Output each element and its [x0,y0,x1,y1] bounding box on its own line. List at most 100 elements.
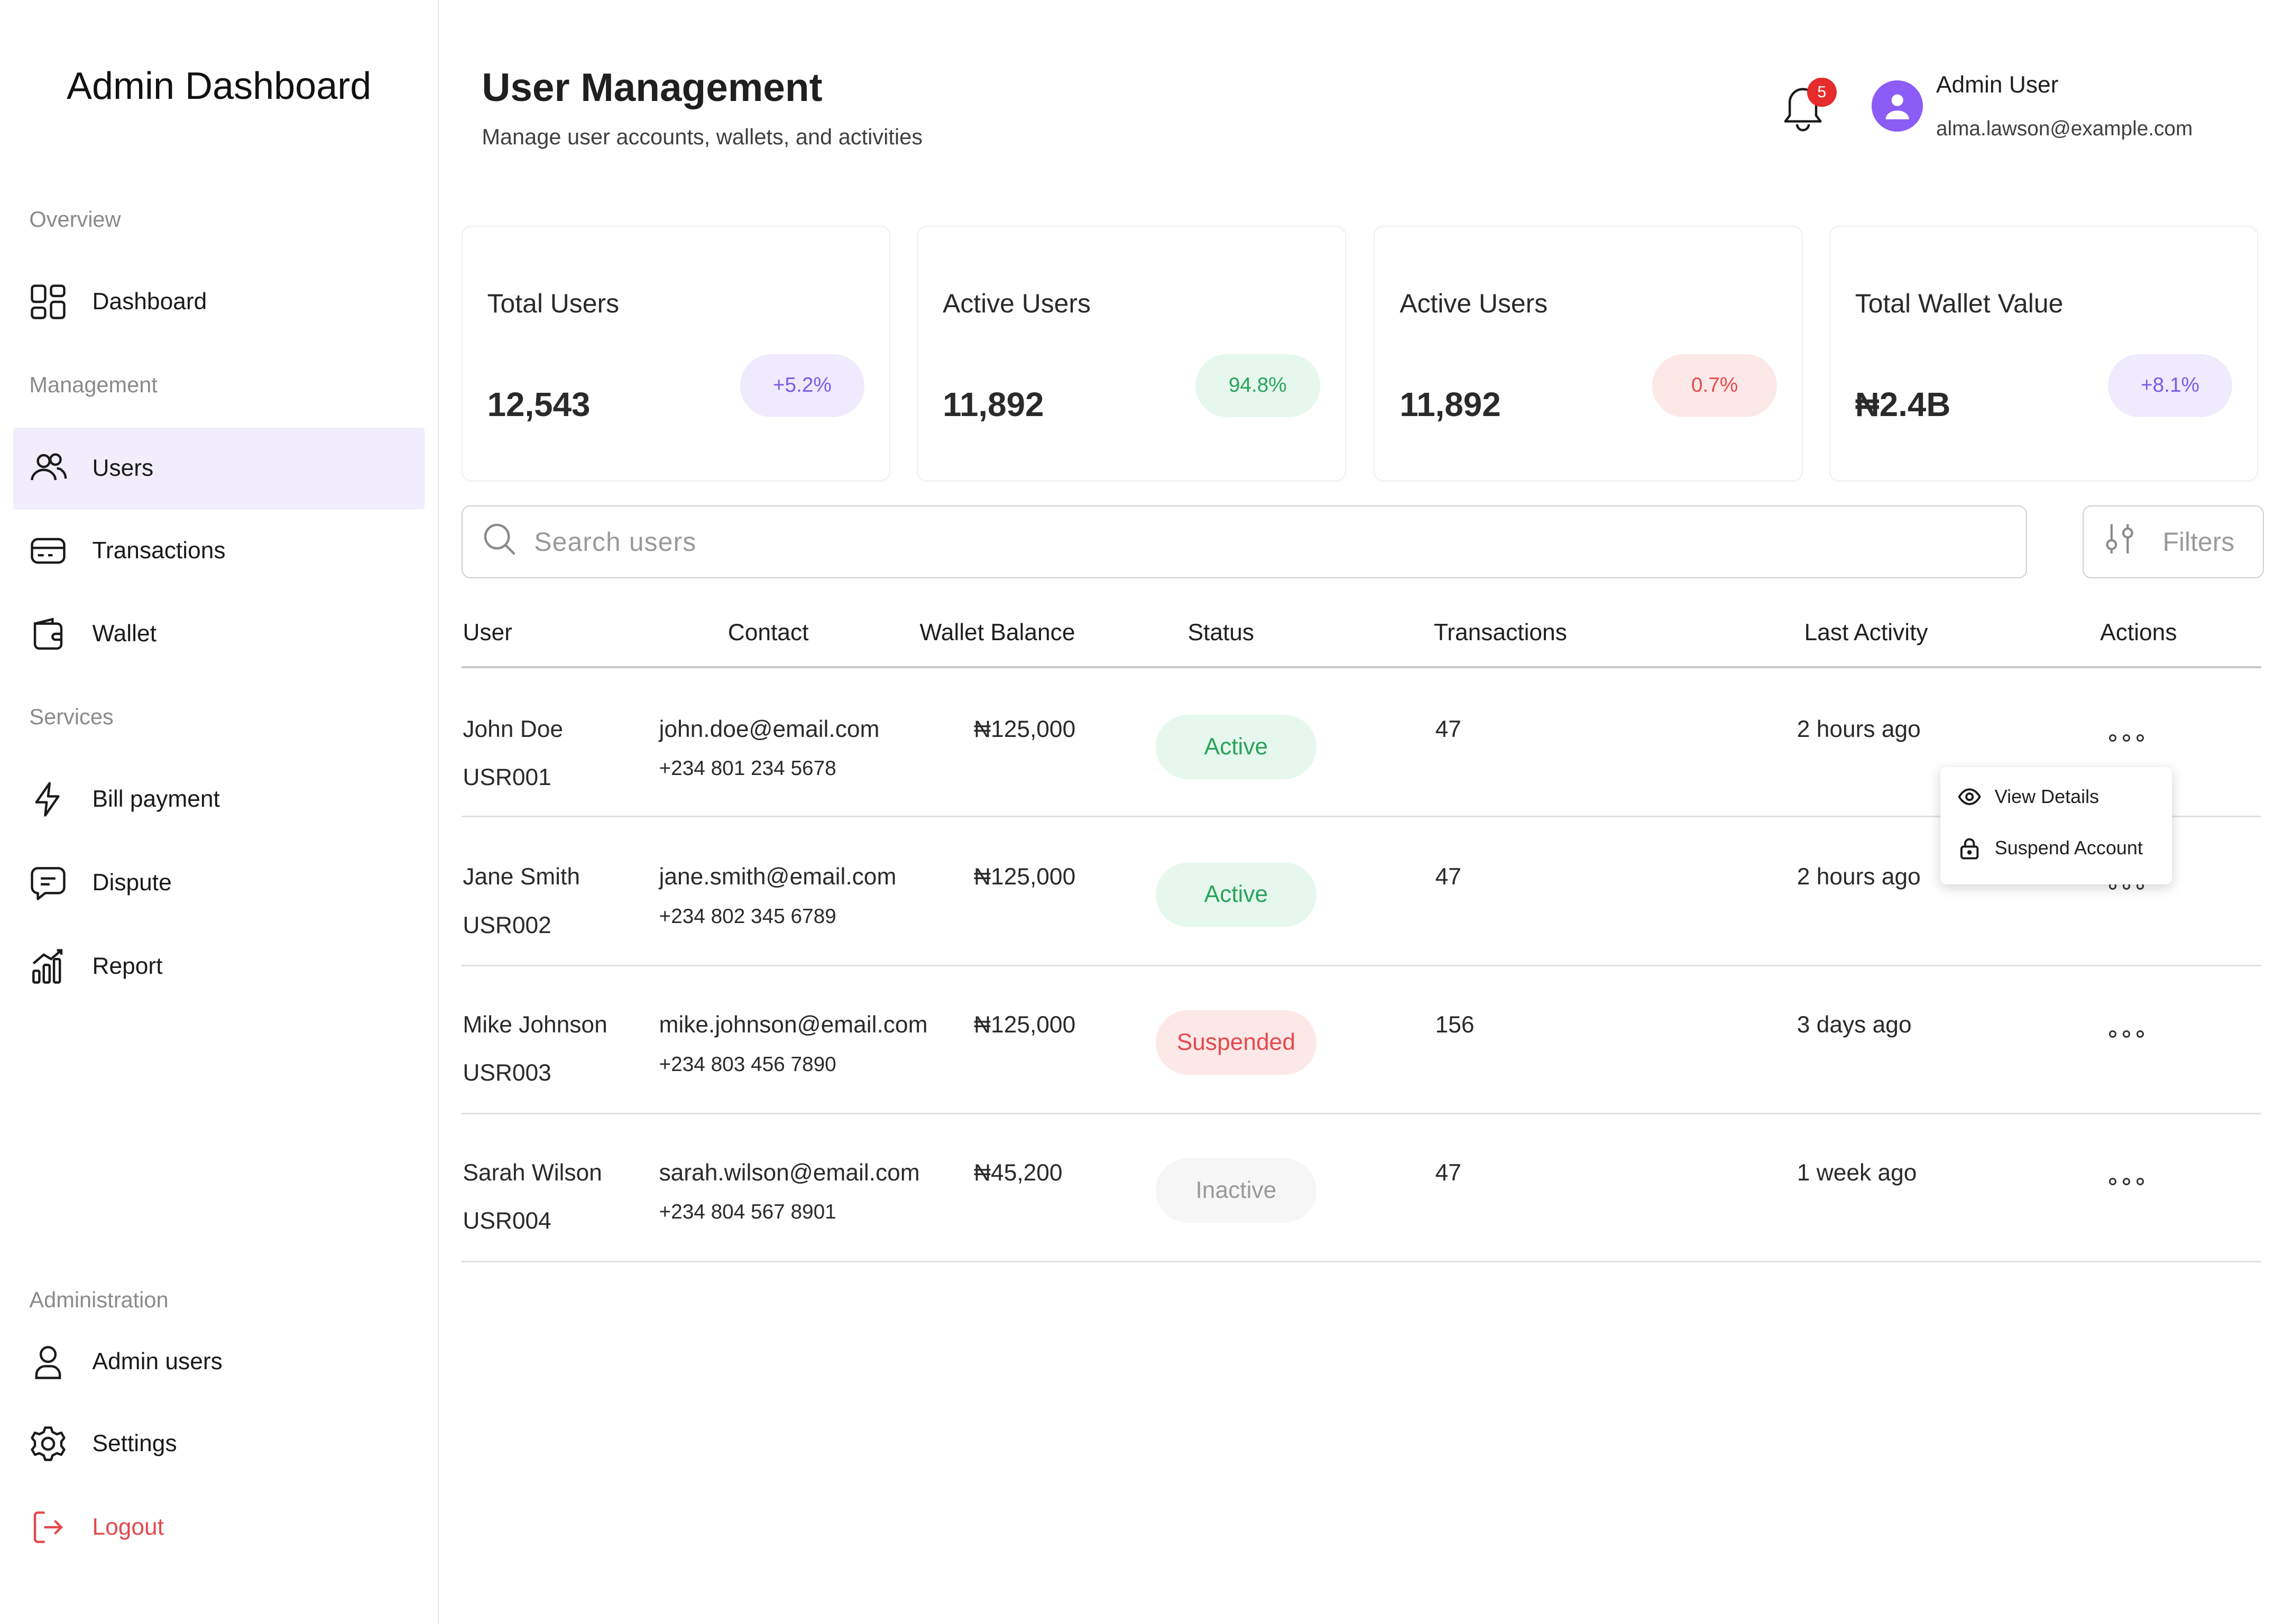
chat-icon [29,864,67,902]
sidebar-item-wallet[interactable]: Wallet [13,593,425,675]
filters-button[interactable]: Filters [2082,505,2264,579]
sidebar-item-label: Wallet [92,621,156,647]
sidebar-item-label: Settings [92,1431,177,1457]
sidebar-item-report[interactable]: Report [13,926,425,1008]
lightning-icon [29,780,67,818]
section-management: Management [29,372,158,397]
users-icon [29,449,67,487]
status-badge: Inactive [1155,1158,1317,1223]
status-badge: Suspended [1155,1010,1317,1075]
more-actions-button[interactable] [2108,1175,2144,1189]
row-divider [461,965,2261,967]
search-icon [482,521,517,562]
wallet-balance: ₦45,200 [974,1159,1063,1186]
column-header-transactions: Transactions [1433,619,1567,645]
user-name: Mike Johnson [463,1012,607,1038]
lock-icon [1958,836,1981,860]
sidebar: Admin Dashboard Overview Dashboard Manag… [0,0,439,1624]
sidebar-item-label: Transactions [92,537,226,564]
row-divider [461,815,2261,817]
logout-icon [29,1508,67,1546]
sliders-icon [2104,521,2136,562]
section-services: Services [29,704,114,730]
stat-change-badge: +8.1% [2107,354,2233,417]
sidebar-item-dispute[interactable]: Dispute [13,842,425,924]
sidebar-item-dashboard[interactable]: Dashboard [13,261,425,343]
suspend-account-label: Suspend Account [1994,836,2143,859]
stat-card-total-users: Total Users 12,543 +5.2% [461,225,891,482]
stat-title: Total Users [487,288,619,318]
sidebar-item-logout[interactable]: Logout [13,1487,425,1568]
column-header-last-activity: Last Activity [1804,619,1928,645]
sidebar-item-transactions[interactable]: Transactions [13,510,425,592]
last-activity: 3 days ago [1797,1012,1912,1038]
notifications-button[interactable]: 5 [1778,77,1837,133]
user-name: Sarah Wilson [463,1159,602,1186]
search-placeholder: Search users [534,527,697,557]
row-actions-menu: View Details Suspend Account [1940,767,2172,885]
section-overview: Overview [29,206,121,232]
stat-change-badge: +5.2% [740,354,865,417]
wallet-icon [29,615,67,653]
stat-change-badge: 94.8% [1195,354,1320,417]
user-id: USR001 [463,764,551,790]
user-name: Jane Smith [463,864,580,890]
column-header-contact: Contact [727,619,809,645]
sidebar-item-users[interactable]: Users [13,427,425,510]
gear-icon [29,1425,67,1463]
transaction-count: 47 [1435,716,1461,742]
more-actions-button[interactable] [2108,731,2144,745]
search-input[interactable]: Search users [461,505,2027,579]
last-activity: 2 hours ago [1797,864,1921,890]
person-icon [29,1343,67,1381]
view-details-menu-item[interactable]: View Details [1958,785,2099,808]
user-email: sarah.wilson@email.com [659,1159,920,1186]
sidebar-item-label: Bill payment [92,786,220,813]
sidebar-item-label: Admin users [92,1349,223,1375]
stat-value: 11,892 [943,385,1044,423]
status-badge: Active [1155,714,1317,779]
wallet-balance: ₦125,000 [974,1012,1076,1038]
page-subtitle: Manage user accounts, wallets, and activ… [482,124,923,150]
user-phone: +234 803 456 7890 [659,1053,836,1076]
stat-title: Active Users [1399,288,1548,318]
avatar[interactable] [1872,80,1923,132]
status-badge: Active [1155,862,1317,927]
stat-value: 12,543 [487,385,591,423]
transaction-count: 47 [1435,864,1461,890]
wallet-balance: ₦125,000 [974,864,1076,890]
row-divider [461,1113,2261,1114]
more-actions-button[interactable] [2108,1027,2144,1041]
sidebar-item-bill-payment[interactable]: Bill payment [13,759,425,841]
user-phone: +234 801 234 5678 [659,757,836,780]
page-title: User Management [482,64,823,109]
eye-icon [1958,785,1982,808]
view-details-label: View Details [1994,785,2099,807]
transaction-count: 47 [1435,1159,1461,1186]
column-header-status: Status [1187,619,1255,645]
sidebar-item-settings[interactable]: Settings [13,1403,425,1485]
suspend-account-menu-item[interactable]: Suspend Account [1958,836,2143,860]
user-id: USR004 [463,1208,551,1234]
column-header-actions: Actions [2100,619,2177,645]
column-header-wallet-balance: Wallet Balance [919,619,1075,645]
stat-value: ₦2.4B [1855,385,1951,423]
wallet-balance: ₦125,000 [974,716,1076,742]
sidebar-item-label: Dashboard [92,288,207,315]
filters-label: Filters [2162,527,2235,557]
admin-email: alma.lawson@example.com [1936,117,2193,140]
stat-card-active-users-2: Active Users 11,892 0.7% [1374,225,1803,482]
chart-icon [29,947,67,985]
stat-title: Active Users [943,288,1091,318]
last-activity: 2 hours ago [1797,716,1921,742]
user-email: mike.johnson@email.com [659,1012,928,1038]
section-administration: Administration [29,1287,169,1312]
sidebar-item-label: Users [92,455,154,482]
column-header-user: User [463,619,512,645]
sidebar-item-admin-users[interactable]: Admin users [13,1321,425,1403]
stat-card-active-users: Active Users 11,892 94.8% [917,225,1346,482]
grid-icon [29,283,67,321]
stat-value: 11,892 [1399,385,1501,423]
user-name: John Doe [463,716,564,742]
stat-card-total-wallet-value: Total Wallet Value ₦2.4B +8.1% [1829,225,2259,482]
